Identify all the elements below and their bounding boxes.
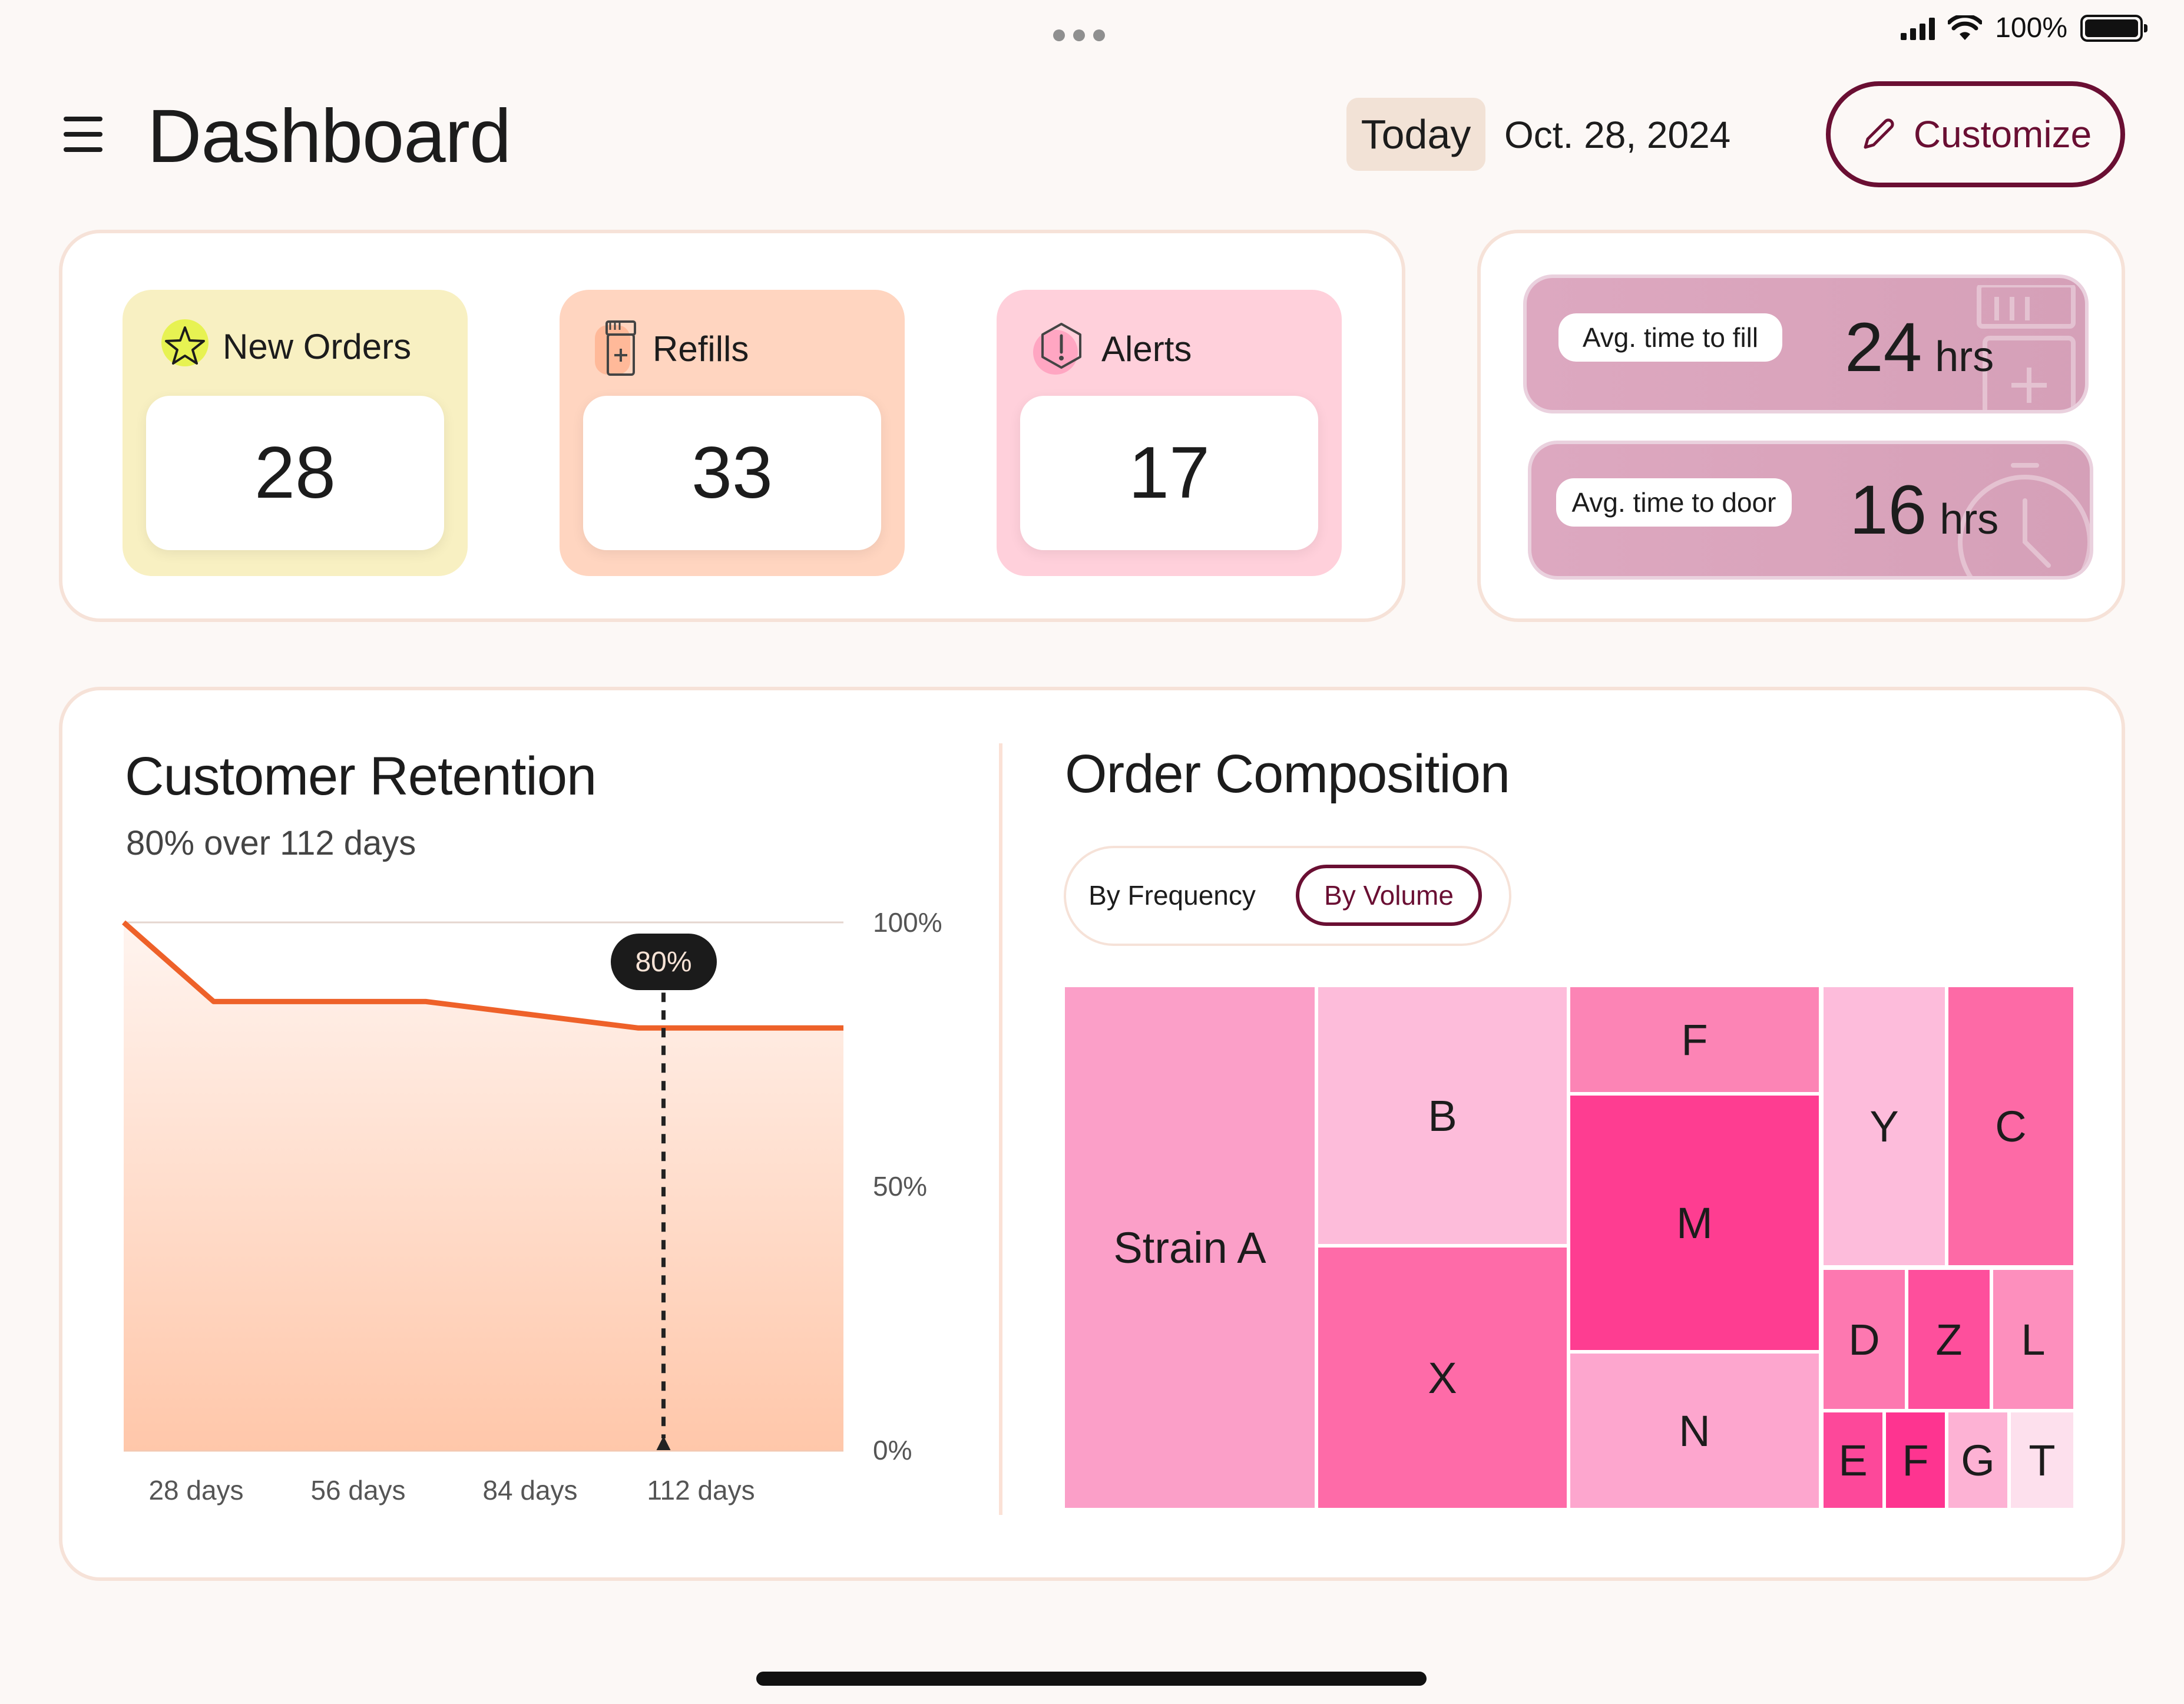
tab-by-frequency[interactable]: By Frequency bbox=[1088, 880, 1256, 911]
treemap-cell[interactable]: D bbox=[1824, 1270, 1905, 1409]
avg-label-pill: Avg. time to fill bbox=[1558, 313, 1782, 362]
avg-label-pill: Avg. time to door bbox=[1556, 478, 1792, 527]
treemap-cell[interactable]: T bbox=[2011, 1412, 2073, 1508]
pencil-icon bbox=[1864, 118, 1894, 149]
treemap-label: B bbox=[1428, 1091, 1457, 1140]
composition-title: Order Composition bbox=[1065, 744, 1510, 804]
treemap-cell[interactable]: X bbox=[1318, 1248, 1567, 1508]
treemap-label: M bbox=[1676, 1198, 1713, 1248]
kpi-label: Alerts bbox=[1101, 329, 1192, 369]
avg-unit: hrs bbox=[1935, 333, 1994, 380]
treemap-label: F bbox=[1681, 1015, 1708, 1064]
avg-value: 16 hrs bbox=[1849, 470, 1998, 550]
x-tick-label: 56 days bbox=[310, 1475, 405, 1506]
avg-value: 24 hrs bbox=[1845, 307, 1994, 388]
treemap-label: E bbox=[1838, 1435, 1868, 1485]
star-icon bbox=[161, 319, 209, 366]
x-tick-label: 84 days bbox=[482, 1475, 577, 1506]
retention-subtitle: 80% over 112 days bbox=[126, 824, 416, 862]
wifi-icon bbox=[1948, 15, 1983, 40]
treemap-cell[interactable]: Strain A bbox=[1065, 987, 1315, 1508]
x-tick-label: 28 days bbox=[148, 1475, 243, 1506]
x-tick-label: 112 days bbox=[647, 1475, 755, 1506]
kpi-new-orders[interactable]: New Orders 28 bbox=[123, 290, 468, 576]
kpi-alerts[interactable]: Alerts 17 bbox=[997, 290, 1342, 576]
kpi-value: 28 bbox=[146, 396, 444, 550]
y-tick-label: 0% bbox=[873, 1435, 912, 1465]
alert-icon bbox=[1033, 323, 1081, 375]
treemap-label: F bbox=[1902, 1435, 1929, 1485]
today-button[interactable]: Today bbox=[1346, 98, 1485, 171]
avg-time-to-fill[interactable]: Avg. time to fill 24 hrs bbox=[1523, 274, 2089, 413]
treemap-cell[interactable]: L bbox=[1993, 1270, 2073, 1409]
y-tick-label: 50% bbox=[873, 1171, 927, 1202]
kpi-refills[interactable]: Refills 33 bbox=[560, 290, 905, 576]
prescription-bottle-icon bbox=[1977, 285, 2076, 410]
battery-icon bbox=[2080, 14, 2147, 42]
treemap-cell[interactable]: F bbox=[1886, 1412, 1945, 1508]
multitask-dots[interactable] bbox=[1053, 29, 1105, 41]
treemap-label: D bbox=[1848, 1315, 1880, 1364]
treemap-label: T bbox=[2029, 1435, 2056, 1485]
retention-tooltip: 80% bbox=[610, 934, 717, 991]
status-bar: 100% bbox=[1901, 12, 2147, 44]
treemap-cell[interactable]: E bbox=[1824, 1412, 1882, 1508]
treemap-label: Y bbox=[1869, 1101, 1899, 1151]
battery-percent: 100% bbox=[1995, 12, 2067, 44]
treemap-cell[interactable]: C bbox=[1948, 987, 2073, 1265]
tooltip-value: 80% bbox=[635, 946, 692, 978]
treemap-cell[interactable]: Y bbox=[1824, 987, 1945, 1265]
treemap-label: G bbox=[1961, 1435, 1995, 1485]
treemap-label: X bbox=[1428, 1353, 1457, 1402]
avg-time-to-door[interactable]: Avg. time to door 16 hrs bbox=[1528, 441, 2093, 580]
retention-title: Customer Retention bbox=[125, 746, 597, 806]
treemap-cell[interactable]: F bbox=[1570, 987, 1819, 1092]
kpi-label: Refills bbox=[653, 329, 749, 369]
page-title: Dashboard bbox=[147, 94, 511, 178]
composition-treemap: Strain A B X F M N Y C D Z L E F G T bbox=[1065, 987, 2073, 1508]
treemap-cell[interactable]: B bbox=[1318, 987, 1567, 1244]
customize-button[interactable]: Customize bbox=[1826, 81, 2125, 187]
date-label: Oct. 28, 2024 bbox=[1504, 114, 1731, 156]
retention-line bbox=[122, 920, 843, 1031]
avg-unit: hrs bbox=[1940, 496, 1999, 543]
treemap-cell[interactable]: G bbox=[1948, 1412, 2007, 1508]
treemap-cell[interactable]: M bbox=[1570, 1096, 1819, 1350]
treemap-cell[interactable]: Z bbox=[1908, 1270, 1990, 1409]
y-tick-label: 100% bbox=[873, 907, 942, 938]
menu-icon[interactable] bbox=[64, 117, 102, 152]
composition-toggle: By Frequency By Volume bbox=[1064, 846, 1511, 946]
prescription-bottle-icon bbox=[595, 320, 636, 376]
kpi-label: New Orders bbox=[223, 326, 412, 366]
kpi-value: 17 bbox=[1020, 396, 1318, 550]
retention-marker-arrow bbox=[656, 1436, 671, 1450]
treemap-label: C bbox=[1995, 1101, 2027, 1151]
section-divider bbox=[999, 743, 1002, 1515]
clock-icon bbox=[1958, 463, 2090, 576]
treemap-label: L bbox=[2021, 1315, 2046, 1364]
avg-number: 24 bbox=[1845, 309, 1922, 386]
home-indicator[interactable] bbox=[756, 1672, 1427, 1686]
customize-label: Customize bbox=[1913, 113, 2092, 155]
treemap-label: N bbox=[1679, 1406, 1710, 1455]
cellular-signal-icon bbox=[1901, 16, 1935, 40]
tab-by-volume[interactable]: By Volume bbox=[1296, 865, 1482, 926]
treemap-label: Strain A bbox=[1113, 1223, 1266, 1272]
treemap-cell[interactable]: N bbox=[1570, 1354, 1819, 1508]
treemap-label: Z bbox=[1935, 1315, 1963, 1364]
kpi-value: 33 bbox=[583, 396, 881, 550]
avg-number: 16 bbox=[1849, 471, 1927, 549]
